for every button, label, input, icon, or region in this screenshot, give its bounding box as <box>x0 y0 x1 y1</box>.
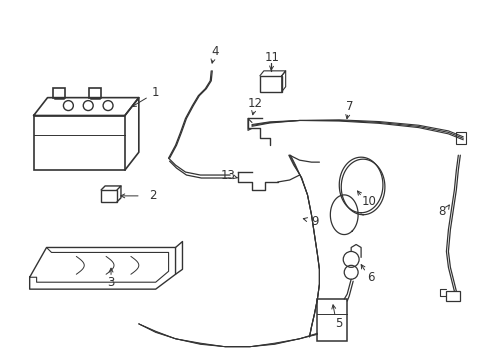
Text: 11: 11 <box>264 51 279 64</box>
Text: 10: 10 <box>361 195 376 208</box>
Text: 2: 2 <box>149 189 156 202</box>
Text: 3: 3 <box>107 276 115 289</box>
Bar <box>53 88 65 98</box>
Text: 9: 9 <box>311 215 319 228</box>
Text: 12: 12 <box>247 97 262 110</box>
Text: 6: 6 <box>366 271 374 284</box>
Bar <box>317 299 346 341</box>
Text: 7: 7 <box>346 100 353 113</box>
Bar <box>446 291 459 301</box>
Text: 4: 4 <box>211 45 219 58</box>
Bar <box>89 88 101 98</box>
Bar <box>259 76 281 92</box>
Text: 5: 5 <box>335 318 342 330</box>
Bar <box>101 190 117 202</box>
Text: 13: 13 <box>220 168 235 181</box>
Text: 1: 1 <box>152 86 159 99</box>
Bar <box>455 132 466 144</box>
Bar <box>34 116 124 170</box>
Text: 8: 8 <box>437 205 444 218</box>
